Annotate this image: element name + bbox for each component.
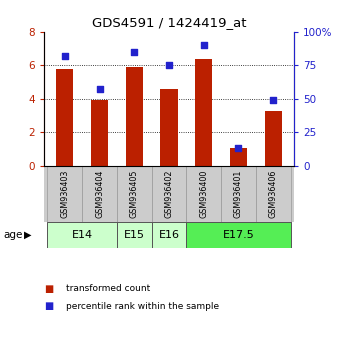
Point [236, 145, 241, 151]
Bar [152, 222, 186, 248]
Text: ▶: ▶ [24, 230, 32, 240]
Text: GSM936402: GSM936402 [165, 170, 173, 218]
Text: GSM936403: GSM936403 [60, 170, 69, 218]
Bar [186, 222, 291, 248]
Bar [91, 99, 108, 166]
Text: ■: ■ [44, 284, 53, 293]
Bar [256, 166, 291, 222]
Bar [47, 222, 117, 248]
Bar [152, 166, 186, 222]
Bar [160, 88, 178, 166]
Bar [265, 111, 282, 166]
Bar [221, 166, 256, 222]
Text: E17.5: E17.5 [223, 230, 255, 240]
Text: GSM936401: GSM936401 [234, 170, 243, 218]
Point [201, 42, 207, 48]
Text: E16: E16 [159, 230, 179, 240]
Bar [56, 69, 73, 166]
Text: percentile rank within the sample: percentile rank within the sample [66, 302, 219, 311]
Bar [186, 166, 221, 222]
Text: GSM936400: GSM936400 [199, 170, 208, 218]
Point [166, 62, 172, 68]
Bar [230, 148, 247, 166]
Bar [195, 59, 212, 166]
Bar [126, 67, 143, 166]
Text: ■: ■ [44, 301, 53, 311]
Text: E15: E15 [124, 230, 145, 240]
Text: age: age [3, 230, 23, 240]
Text: GSM936406: GSM936406 [269, 170, 278, 218]
Bar [117, 166, 152, 222]
Text: GSM936405: GSM936405 [130, 170, 139, 218]
Point [131, 49, 137, 55]
Point [62, 53, 68, 59]
Text: E14: E14 [72, 230, 93, 240]
Bar [82, 166, 117, 222]
Point [97, 86, 102, 92]
Bar [117, 222, 152, 248]
Text: GDS4591 / 1424419_at: GDS4591 / 1424419_at [92, 16, 246, 29]
Bar [47, 166, 82, 222]
Point [270, 97, 276, 103]
Text: transformed count: transformed count [66, 284, 150, 293]
Text: GSM936404: GSM936404 [95, 170, 104, 218]
